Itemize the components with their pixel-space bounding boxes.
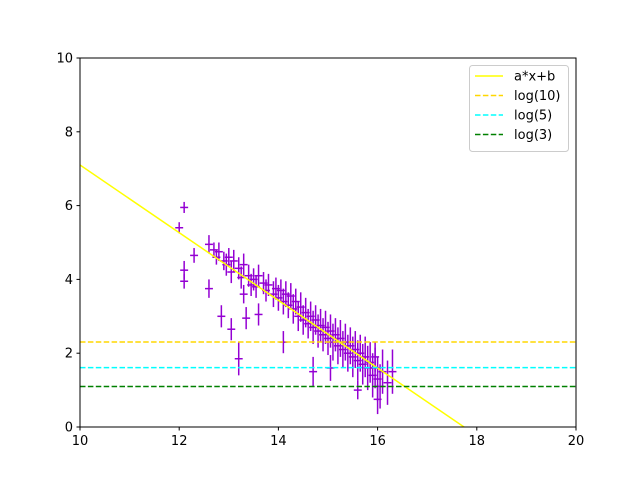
- data-point: [254, 264, 263, 287]
- data-point: [264, 273, 273, 297]
- data-point: [180, 201, 189, 213]
- data-point: [214, 242, 223, 261]
- x-tick-label: 14: [270, 434, 287, 449]
- data-point: [217, 305, 226, 328]
- data-point: [204, 279, 213, 298]
- legend-label-log10: log(10): [514, 89, 561, 104]
- data-point: [254, 303, 263, 326]
- legend-box: [469, 65, 569, 152]
- x-tick-label: 20: [568, 434, 585, 449]
- data-point: [309, 356, 318, 387]
- fit-line: [80, 164, 466, 427]
- x-tick-label: 10: [72, 434, 89, 449]
- y-tick-label: 4: [65, 273, 73, 288]
- data-point: [227, 318, 236, 341]
- legend-label-fit: a*x+b: [514, 70, 555, 85]
- data-point: [229, 249, 238, 273]
- data-point: [224, 248, 233, 267]
- data-point: [353, 380, 362, 400]
- data-point: [383, 360, 392, 405]
- data-point: [234, 342, 243, 376]
- data-point: [204, 235, 213, 254]
- data-point: [373, 384, 382, 415]
- y-tick-label: 10: [56, 52, 73, 67]
- x-tick-label: 18: [469, 434, 486, 449]
- x-tick-label: 12: [171, 434, 188, 449]
- legend: a*x+b log(10) log(5) log(3): [469, 65, 569, 152]
- data-point: [242, 307, 251, 330]
- plot-frame: [79, 57, 577, 428]
- y-tick-label: 2: [65, 347, 73, 362]
- data-point: [239, 284, 248, 304]
- data-point: [180, 273, 189, 289]
- legend-label-log3: log(3): [514, 128, 552, 143]
- y-tick-label: 0: [65, 421, 73, 436]
- data-point: [239, 253, 248, 276]
- x-tick-label: 16: [369, 434, 386, 449]
- legend-label-log5: log(5): [514, 109, 552, 124]
- y-tick-label: 8: [65, 125, 73, 140]
- y-tick-label: 6: [65, 199, 73, 214]
- data-point: [175, 222, 184, 234]
- data-point: [190, 248, 199, 263]
